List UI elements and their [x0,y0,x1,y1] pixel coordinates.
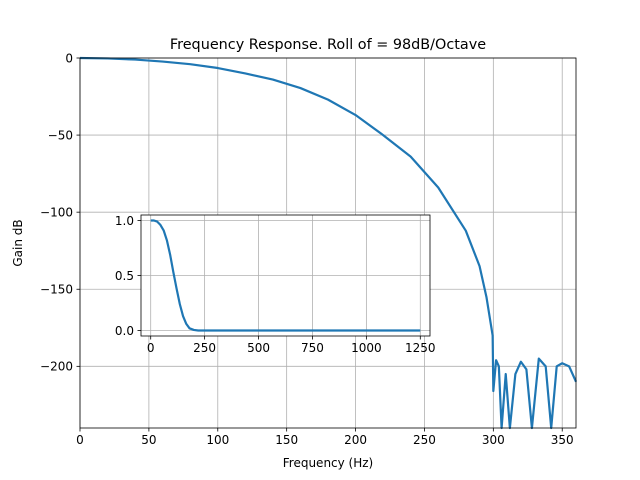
main-x-tick-label: 50 [141,433,156,447]
main-y-tick-label: −150 [40,283,73,297]
inset-x-tick-label: 250 [193,341,216,355]
inset-x-tick-label: 750 [301,341,324,355]
inset-y-tick-label: 1.0 [115,214,134,228]
main-y-tick-label: −200 [40,360,73,374]
inset-y-tick-label: 0.5 [115,269,134,283]
main-x-tick-label: 300 [482,433,505,447]
inset-series-line [150,219,421,332]
chart-title: Frequency Response. Roll of = 98dB/Octav… [170,37,486,53]
x-axis-label: Frequency (Hz) [283,456,374,470]
inset-x-tick-label: 500 [247,341,270,355]
inset-ticks: 0 250 500 750 1000 1250 0.0 0.5 1.0 [115,214,436,355]
inset-y-tick-label: 0.0 [115,324,134,338]
main-x-tick-label: 250 [413,433,436,447]
inset-x-tick-label: 1000 [351,341,382,355]
main-x-tick-label: 0 [76,433,84,447]
inset-plot-frame [140,214,431,337]
inset-x-tick-label: 0 [147,341,155,355]
inset-x-tick-label: 1250 [405,341,436,355]
main-series-line [79,56,578,430]
main-y-tick-label: 0 [65,51,73,65]
main-ticks: 0 50 100 150 200 250 300 350 0 −50 −100 −150 −200 [40,51,574,447]
main-x-tick-label: 150 [275,433,298,447]
main-x-tick-label: 350 [551,433,574,447]
main-y-tick-label: −50 [48,128,73,142]
y-axis-label: Gain dB [11,219,25,266]
main-plot-frame [79,57,577,429]
main-x-tick-label: 200 [344,433,367,447]
main-x-tick-label: 100 [206,433,229,447]
main-y-tick-label: −100 [40,205,73,219]
